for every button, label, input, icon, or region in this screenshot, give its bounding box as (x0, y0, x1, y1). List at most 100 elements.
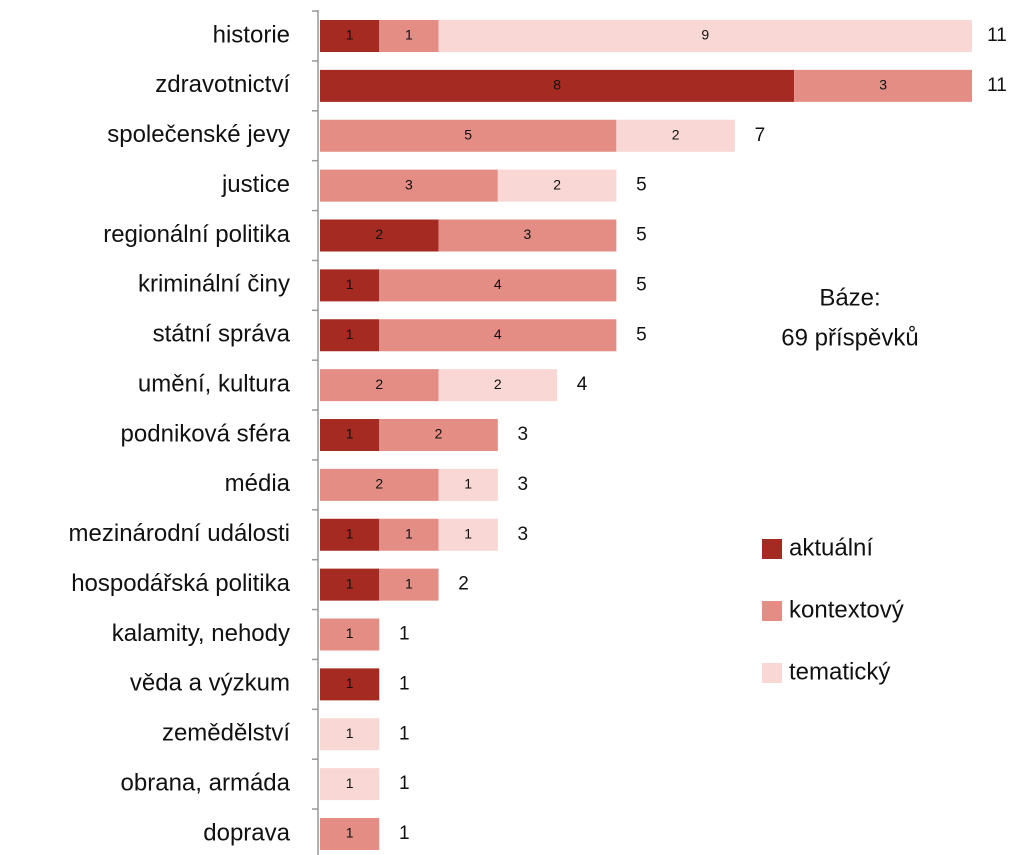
total-label: 1 (399, 624, 410, 645)
category-label: regionální politika (103, 221, 290, 248)
category-label: média (225, 470, 291, 497)
bar-segment (497, 169, 617, 202)
total-label: 7 (755, 125, 766, 146)
bar-segment (379, 568, 439, 601)
category-label: obrana, armáda (121, 769, 291, 796)
segment-label: 1 (405, 575, 413, 591)
total-label: 2 (458, 574, 469, 595)
segment-label: 1 (346, 625, 354, 641)
segment-label: 2 (375, 376, 383, 392)
bar-segment (438, 219, 617, 252)
category-label: státní správa (153, 321, 291, 348)
bar-segment (379, 269, 617, 302)
segment-label: 2 (672, 126, 680, 142)
bar-segment (438, 468, 498, 501)
segment-label: 1 (346, 575, 354, 591)
segment-label: 1 (346, 326, 354, 342)
bar-segment (320, 119, 617, 152)
segment-label: 5 (464, 126, 472, 142)
segment-label: 4 (494, 326, 502, 342)
segment-label: 1 (346, 426, 354, 442)
legend-swatch (762, 663, 782, 683)
bar-segment (616, 119, 735, 152)
category-label: podniková sféra (121, 420, 291, 447)
bar-segment (320, 468, 439, 501)
total-label: 5 (636, 274, 647, 295)
segment-label: 9 (701, 27, 709, 43)
bar-segment (320, 169, 498, 202)
total-label: 11 (987, 25, 1007, 46)
category-label: zemědělství (162, 720, 290, 747)
category-label: věda a výzkum (130, 670, 290, 697)
legend-swatch (762, 539, 782, 559)
segment-label: 3 (405, 176, 413, 192)
bar-segment (320, 419, 380, 451)
bar-segment (320, 768, 380, 801)
total-label: 11 (987, 75, 1007, 96)
segment-label: 2 (435, 426, 443, 442)
category-label: kalamity, nehody (112, 620, 290, 647)
segment-label: 1 (405, 525, 413, 541)
bar-segment (320, 668, 380, 701)
category-label: zdravotnictví (155, 71, 290, 98)
bar-segment (320, 269, 380, 302)
category-label: kriminální činy (138, 271, 290, 298)
bar-segment (379, 518, 439, 551)
segment-label: 1 (346, 775, 354, 791)
bar-segment (794, 69, 972, 102)
category-label: justice (221, 171, 290, 198)
bar-segment (379, 319, 617, 352)
total-label: 1 (399, 823, 410, 844)
segment-label: 1 (346, 725, 354, 741)
total-label: 4 (577, 374, 588, 395)
bar-segment (320, 319, 380, 352)
category-label: mezinárodní události (69, 520, 290, 547)
segment-label: 2 (375, 476, 383, 492)
legend-label: aktuální (789, 534, 873, 561)
annotation: 69 příspěvků (781, 324, 918, 351)
category-label: společenské jevy (107, 121, 290, 148)
segment-label: 1 (405, 27, 413, 43)
segment-label: 1 (346, 276, 354, 292)
category-label: historie (213, 21, 290, 48)
bar-segment (320, 818, 380, 850)
bar-segment (438, 20, 973, 52)
bar-segment (320, 219, 439, 252)
total-label: 5 (636, 324, 647, 345)
bar-segment (320, 568, 380, 601)
segment-label: 1 (464, 525, 472, 541)
total-label: 5 (636, 175, 647, 196)
bar-segment (438, 369, 558, 402)
segment-label: 4 (494, 276, 502, 292)
bar-segment (379, 20, 439, 52)
total-label: 5 (636, 225, 647, 246)
total-label: 3 (518, 474, 529, 495)
segment-label: 3 (524, 226, 532, 242)
bar-segment (320, 369, 439, 402)
segment-label: 8 (553, 77, 561, 93)
legend-label: tematický (789, 658, 890, 685)
segment-label: 2 (375, 226, 383, 242)
total-label: 1 (399, 673, 410, 694)
total-label: 3 (518, 424, 529, 445)
annotation: Báze: (819, 284, 880, 311)
segment-label: 1 (346, 27, 354, 43)
category-label: doprava (203, 819, 290, 846)
category-label: hospodářská politika (71, 570, 290, 597)
bar-segment (320, 718, 380, 751)
segment-label: 1 (346, 825, 354, 841)
bar-segment (379, 419, 498, 451)
segment-label: 1 (346, 525, 354, 541)
bar-segment (320, 69, 795, 102)
segment-label: 1 (464, 476, 472, 492)
bar-segment (438, 518, 498, 551)
total-label: 3 (518, 524, 529, 545)
category-label: umění, kultura (138, 370, 291, 397)
segment-label: 2 (494, 376, 502, 392)
legend-label: kontextový (789, 596, 904, 623)
total-label: 1 (399, 773, 410, 794)
bar-segment (320, 518, 380, 551)
segment-label: 2 (553, 176, 561, 192)
legend-swatch (762, 601, 782, 621)
